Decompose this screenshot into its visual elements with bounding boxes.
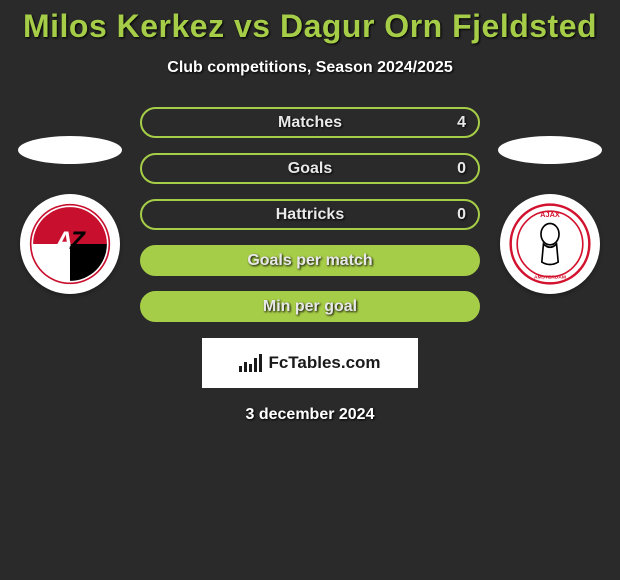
svg-text:AJAX: AJAX [540,209,560,218]
stats-column: Matches 4 Goals 0 Hattricks 0 Goals per … [140,107,480,322]
svg-text:AMSTERDAM: AMSTERDAM [534,274,566,280]
club-badge-left: A Z [20,194,120,294]
stat-bar-goals: Goals 0 [140,153,480,184]
stat-label: Hattricks [276,206,344,224]
right-player-col: AMSTERDAM AJAX AJAX [490,136,610,294]
left-player-col: A Z [10,136,130,294]
stat-label: Goals per match [247,252,372,270]
stat-value-right: 4 [457,114,466,132]
stat-value-right: 0 [457,206,466,224]
svg-text:AJAX: AJAX [509,203,529,205]
date-text: 3 december 2024 [0,406,620,424]
stat-label: Min per goal [263,298,357,316]
stat-value-right: 0 [457,160,466,178]
stat-bar-goals-per-match: Goals per match [140,245,480,276]
stat-label: Matches [278,114,342,132]
watermark-text: FcTables.com [268,353,380,373]
chart-icon [239,354,262,372]
svg-text:Z: Z [69,227,86,254]
stat-bar-hattricks: Hattricks 0 [140,199,480,230]
page-title: Milos Kerkez vs Dagur Orn Fjeldsted [0,8,620,45]
comparison-infographic: Milos Kerkez vs Dagur Orn Fjeldsted Club… [0,0,620,424]
az-logo-icon: A Z [29,203,111,285]
ajax-logo-icon: AMSTERDAM AJAX AJAX [509,203,591,285]
watermark-badge: FcTables.com [202,338,418,388]
player-avatar-right [498,136,602,164]
stat-bar-matches: Matches 4 [140,107,480,138]
main-row: A Z Matches 4 Goals 0 Hattricks 0 Goals … [0,107,620,322]
subtitle: Club competitions, Season 2024/2025 [0,59,620,77]
stat-bar-min-per-goal: Min per goal [140,291,480,322]
player-avatar-left [18,136,122,164]
stat-label: Goals [288,160,332,178]
club-badge-right: AMSTERDAM AJAX AJAX [500,194,600,294]
